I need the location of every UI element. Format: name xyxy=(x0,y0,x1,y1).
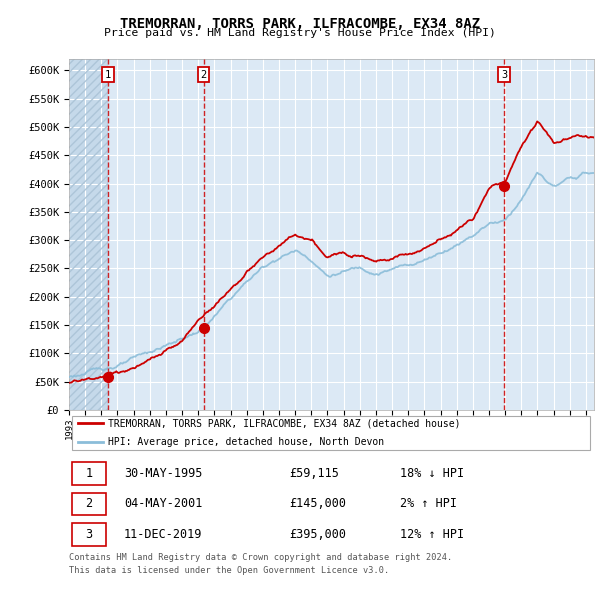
Text: Contains HM Land Registry data © Crown copyright and database right 2024.: Contains HM Land Registry data © Crown c… xyxy=(69,553,452,562)
Text: Price paid vs. HM Land Registry's House Price Index (HPI): Price paid vs. HM Land Registry's House … xyxy=(104,28,496,38)
Text: 30-MAY-1995: 30-MAY-1995 xyxy=(124,467,203,480)
FancyBboxPatch shape xyxy=(71,416,590,450)
Text: 2: 2 xyxy=(85,497,92,510)
Text: 18% ↓ HPI: 18% ↓ HPI xyxy=(400,467,464,480)
Text: 11-DEC-2019: 11-DEC-2019 xyxy=(124,528,203,541)
Text: 1: 1 xyxy=(85,467,92,480)
FancyBboxPatch shape xyxy=(71,462,106,484)
Text: £59,115: £59,115 xyxy=(290,467,340,480)
Bar xyxy=(69,59,108,410)
Text: 3: 3 xyxy=(501,70,508,80)
Text: 2% ↑ HPI: 2% ↑ HPI xyxy=(400,497,457,510)
Text: £395,000: £395,000 xyxy=(290,528,347,541)
Text: TREMORRAN, TORRS PARK, ILFRACOMBE, EX34 8AZ: TREMORRAN, TORRS PARK, ILFRACOMBE, EX34 … xyxy=(120,17,480,31)
Text: This data is licensed under the Open Government Licence v3.0.: This data is licensed under the Open Gov… xyxy=(69,566,389,575)
Text: 12% ↑ HPI: 12% ↑ HPI xyxy=(400,528,464,541)
Text: 1: 1 xyxy=(105,70,111,80)
Text: 2: 2 xyxy=(200,70,207,80)
FancyBboxPatch shape xyxy=(71,523,106,546)
Text: HPI: Average price, detached house, North Devon: HPI: Average price, detached house, Nort… xyxy=(109,437,385,447)
Bar xyxy=(69,59,108,410)
Text: TREMORRAN, TORRS PARK, ILFRACOMBE, EX34 8AZ (detached house): TREMORRAN, TORRS PARK, ILFRACOMBE, EX34 … xyxy=(109,418,461,428)
Text: £145,000: £145,000 xyxy=(290,497,347,510)
Text: 3: 3 xyxy=(85,528,92,541)
FancyBboxPatch shape xyxy=(71,493,106,515)
Text: 04-MAY-2001: 04-MAY-2001 xyxy=(124,497,203,510)
